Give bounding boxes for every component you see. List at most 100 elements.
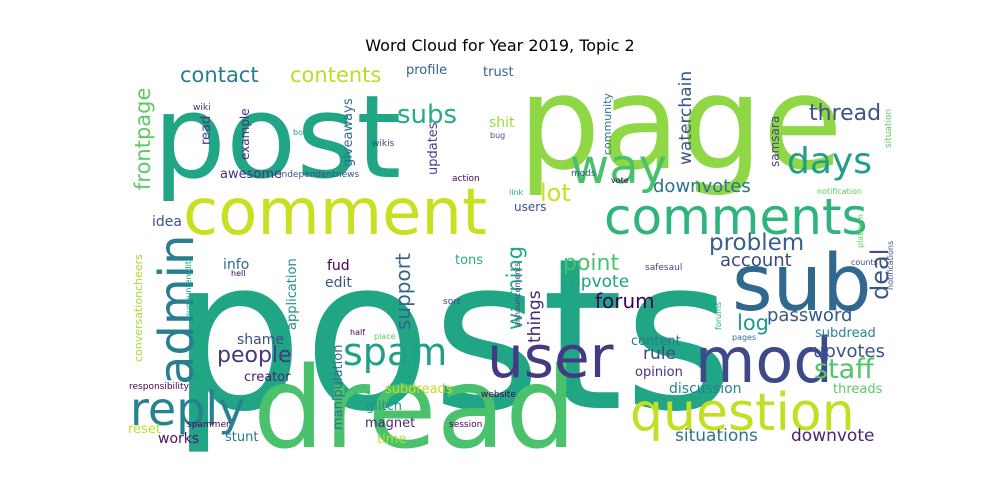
word-creator: creator: [244, 370, 291, 385]
word-staff: staff: [814, 354, 875, 385]
word-application: application: [285, 258, 300, 330]
word-reply: reply: [130, 382, 245, 436]
word-subdreads: subdreads: [385, 382, 453, 397]
word-lot: lot: [540, 179, 571, 207]
word-dread: dread: [253, 344, 576, 474]
word-contact: contact: [180, 63, 259, 87]
word-sub: sub: [732, 239, 872, 329]
word-link: link: [509, 188, 524, 197]
word-conversationcheers: conversationcheers: [132, 254, 145, 362]
word-forum: forum: [595, 289, 655, 313]
word-shit: shit: [489, 115, 515, 131]
word-users: users: [514, 200, 546, 214]
word-problem: problem: [709, 230, 804, 256]
word-downvote: downvote: [791, 426, 874, 446]
word-safesaul: safesaul: [645, 263, 682, 273]
word-community: community: [601, 92, 614, 155]
word-half: half: [350, 328, 365, 337]
word-frontpage: frontpage: [131, 88, 155, 190]
word-notification: notification: [817, 187, 862, 196]
word-wikis: wikis: [372, 139, 395, 149]
word-people: people: [217, 343, 292, 368]
word-password: password: [767, 305, 852, 326]
word-log: log: [737, 311, 769, 335]
word-giveaways: giveaways: [341, 98, 356, 167]
word-fud: fud: [327, 258, 350, 274]
word-downvotes: downvotes: [653, 176, 751, 197]
word-counts: counts: [851, 258, 878, 267]
word-responsibility: responsibility: [129, 382, 190, 392]
word-thread: thread: [809, 101, 881, 126]
word-read: read: [199, 116, 214, 145]
word-tons: tons: [455, 253, 483, 268]
word-support: support: [391, 253, 415, 330]
word-notifications: notifications: [886, 241, 895, 290]
word-waterchain: waterchain: [676, 71, 696, 165]
word-subs: subs: [397, 100, 457, 130]
word-glitch: glitch: [366, 399, 402, 414]
word-manipulation: manipulation: [331, 345, 346, 430]
word-independentnews: independentnews: [279, 170, 359, 180]
word-awesome: awesome: [220, 167, 282, 182]
word-idea: idea: [152, 214, 182, 230]
word-reset: reset: [128, 422, 161, 437]
word-situations: situations: [675, 426, 758, 446]
word-wiki: wiki: [193, 103, 211, 113]
word-magnet: magnet: [365, 416, 415, 431]
word-platform: platform: [856, 214, 865, 248]
word-page: page: [518, 47, 843, 199]
word-warning: warning: [503, 246, 527, 330]
word-days: days: [787, 141, 872, 182]
word-shame: shame: [237, 332, 284, 348]
word-place: place: [374, 332, 396, 341]
word-hell: hell: [231, 269, 245, 278]
word-hugbunteredit: hugbunteredit: [184, 261, 193, 318]
word-user: user: [487, 323, 614, 391]
word-opinion: opinion: [635, 365, 683, 380]
word-info: info: [223, 257, 249, 273]
word-spammer: spammer: [187, 420, 230, 430]
word-admin: admin: [149, 235, 205, 385]
word-updates: updates: [426, 122, 441, 175]
word-samsara: samsara: [768, 116, 782, 167]
word-vote: vote: [611, 176, 629, 185]
word-profile: profile: [406, 63, 447, 78]
word-contents: contents: [290, 63, 381, 87]
word-spam: spam: [343, 330, 447, 374]
word-way: way: [570, 139, 667, 195]
word-comments: comments: [604, 188, 868, 246]
word-upvotes: upvotes: [813, 341, 885, 362]
word-content: content: [631, 334, 681, 349]
word-upvote: upvote: [570, 272, 629, 292]
word-website: website: [481, 390, 516, 400]
word-account: account: [720, 250, 792, 271]
word-deal: deal: [866, 249, 894, 300]
word-pages: pages: [732, 333, 756, 342]
word-post: post: [153, 71, 401, 205]
word-subdread: subdread: [815, 326, 876, 341]
chart-title: Word Cloud for Year 2019, Topic 2: [365, 36, 635, 55]
word-example: example: [238, 108, 252, 160]
word-action: action: [452, 174, 480, 184]
word-stunt: stunt: [225, 430, 258, 445]
word-question: question: [630, 383, 855, 443]
word-time: time: [377, 432, 406, 447]
word-posts: posts: [170, 213, 733, 458]
word-bots: bots: [293, 128, 310, 137]
word-sort: sort: [443, 297, 461, 307]
word-bug: bug: [490, 131, 505, 140]
word-mods: mods: [571, 169, 596, 179]
word-point: point: [563, 251, 619, 276]
word-situation: situation: [884, 109, 894, 148]
word-works: works: [158, 431, 199, 447]
word-edit: edit: [325, 275, 352, 291]
word-mod: mod: [695, 324, 833, 397]
word-discussion: discussion: [669, 381, 742, 397]
word-rule: rule: [643, 344, 676, 364]
word-forums: forums: [714, 302, 723, 330]
word-things: things: [525, 290, 545, 343]
word-threads: threads: [833, 382, 883, 397]
word-announcements: announcements: [513, 263, 522, 328]
word-session: session: [449, 420, 482, 430]
